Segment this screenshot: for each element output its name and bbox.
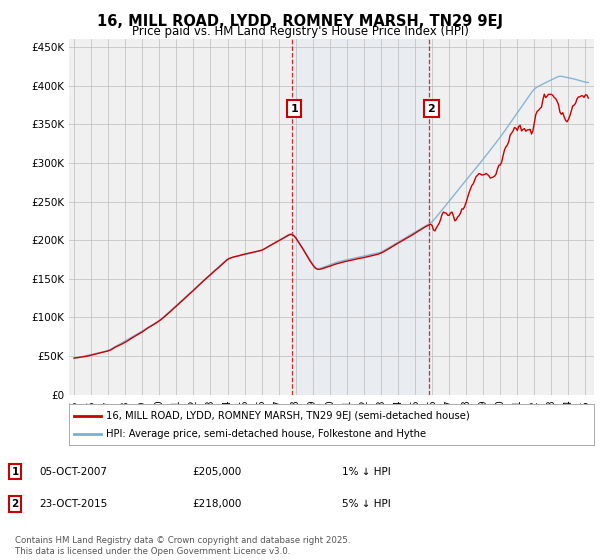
Text: 23-OCT-2015: 23-OCT-2015 (39, 499, 107, 509)
Text: 5% ↓ HPI: 5% ↓ HPI (342, 499, 391, 509)
Bar (292, 39, 429, 395)
Text: 2: 2 (11, 499, 19, 509)
Text: 1: 1 (290, 104, 298, 114)
Text: 16, MILL ROAD, LYDD, ROMNEY MARSH, TN29 9EJ: 16, MILL ROAD, LYDD, ROMNEY MARSH, TN29 … (97, 14, 503, 29)
Text: 05-OCT-2007: 05-OCT-2007 (39, 466, 107, 477)
Text: £205,000: £205,000 (192, 466, 241, 477)
Text: 1: 1 (11, 466, 19, 477)
Text: 2: 2 (428, 104, 435, 114)
Text: Price paid vs. HM Land Registry's House Price Index (HPI): Price paid vs. HM Land Registry's House … (131, 25, 469, 38)
Text: 1% ↓ HPI: 1% ↓ HPI (342, 466, 391, 477)
Text: Contains HM Land Registry data © Crown copyright and database right 2025.
This d: Contains HM Land Registry data © Crown c… (15, 536, 350, 556)
Text: 16, MILL ROAD, LYDD, ROMNEY MARSH, TN29 9EJ (semi-detached house): 16, MILL ROAD, LYDD, ROMNEY MARSH, TN29 … (106, 411, 470, 421)
Text: £218,000: £218,000 (192, 499, 241, 509)
Text: HPI: Average price, semi-detached house, Folkestone and Hythe: HPI: Average price, semi-detached house,… (106, 429, 426, 438)
